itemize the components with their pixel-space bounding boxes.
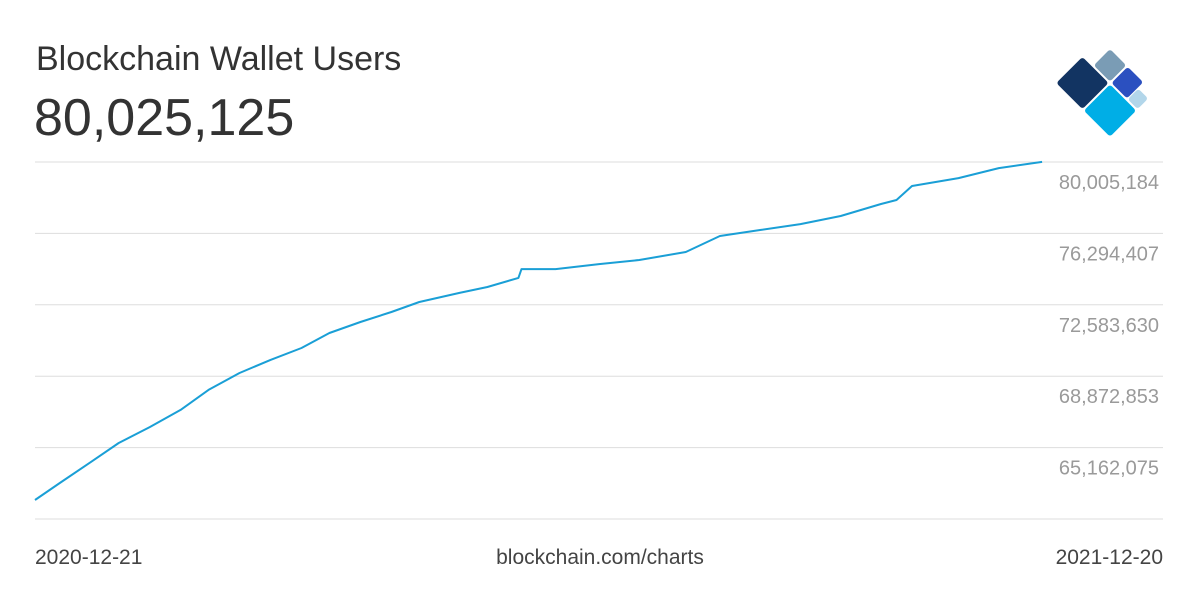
logo-piece bbox=[1057, 58, 1108, 108]
logo bbox=[1057, 50, 1147, 136]
logo-piece bbox=[1085, 85, 1135, 136]
current-value: 80,025,125 bbox=[34, 89, 294, 147]
source: blockchain.com/charts bbox=[496, 546, 704, 569]
y-tick-label: 68,872,853 bbox=[1059, 386, 1159, 408]
y-tick-label: 65,162,075 bbox=[1059, 458, 1159, 480]
logo-piece bbox=[1128, 89, 1147, 108]
logo-piece bbox=[1094, 50, 1126, 81]
x-start-label: 2020-12-21 bbox=[35, 546, 142, 569]
data-line bbox=[34, 160, 1043, 501]
y-tick-label: 80,005,184 bbox=[1059, 172, 1159, 194]
logo-piece bbox=[1112, 67, 1142, 98]
chart-title: Blockchain Wallet Users bbox=[36, 40, 401, 78]
y-tick-label: 76,294,407 bbox=[1059, 243, 1159, 265]
y-tick-label: 72,583,630 bbox=[1059, 315, 1159, 337]
x-end-label: 2021-12-20 bbox=[1056, 546, 1163, 569]
